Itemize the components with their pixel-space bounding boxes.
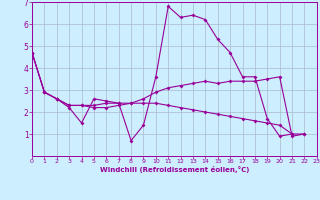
X-axis label: Windchill (Refroidissement éolien,°C): Windchill (Refroidissement éolien,°C) <box>100 166 249 173</box>
